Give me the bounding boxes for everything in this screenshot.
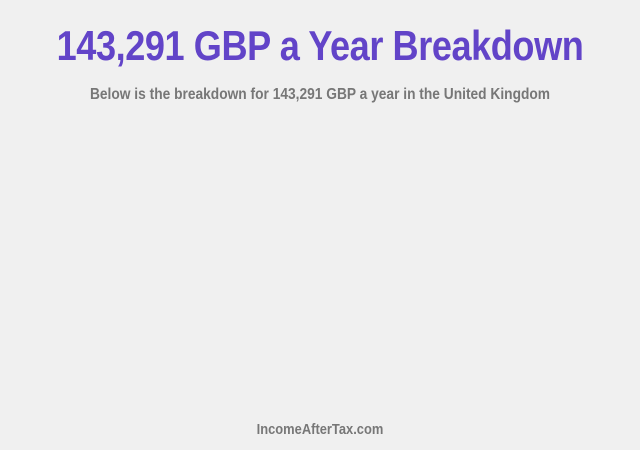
- page-title: 143,291 GBP a Year Breakdown: [56, 22, 584, 69]
- site-link[interactable]: IncomeAfterTax.com: [256, 421, 384, 438]
- page-subtitle: Below is the breakdown for 143,291 GBP a…: [89, 86, 551, 103]
